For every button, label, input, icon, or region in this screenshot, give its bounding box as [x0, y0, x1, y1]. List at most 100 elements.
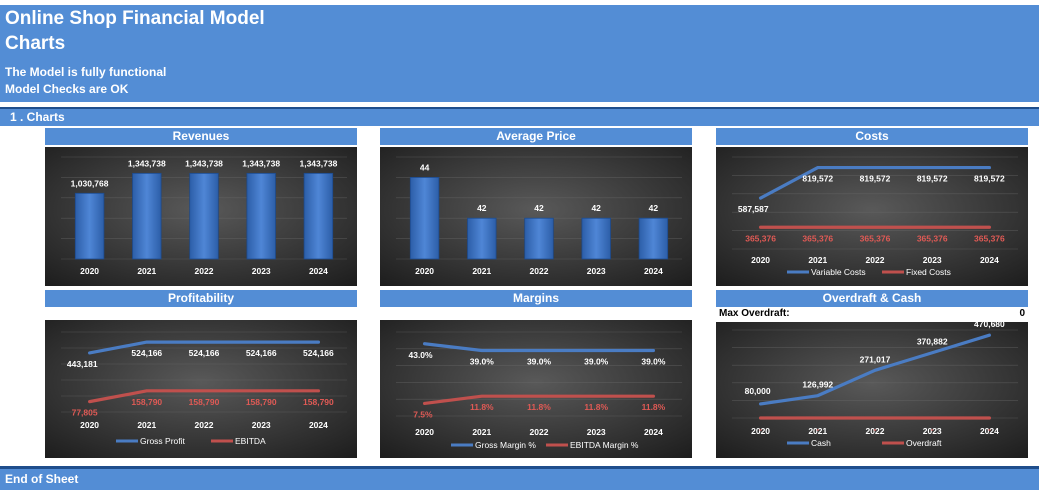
data-label: 39.0% — [470, 356, 495, 366]
data-label: 43.0% — [408, 350, 433, 360]
x-tick-label: 2023 — [923, 255, 942, 265]
bar — [303, 172, 334, 260]
chart-title-overdraft-cash: Overdraft & Cash — [716, 290, 1028, 307]
data-label: 470,680 — [974, 322, 1005, 329]
section-header: 1 . Charts — [0, 107, 1039, 126]
x-tick-label: 2024 — [980, 426, 999, 436]
overdraft-cash-svg: 2020 2021 2022 2023 2024 80,000 126,992 271,017… — [716, 322, 1028, 458]
model-checks-status: Model Checks are OK — [5, 82, 129, 96]
margins-chart: 2020 2021 2022 2023 2024 43.0% 39.0% 39.0% 39.0%… — [380, 320, 692, 458]
data-label: 39.0% — [641, 356, 666, 366]
bar — [524, 217, 554, 260]
chart-title-revenues: Revenues — [45, 128, 357, 145]
legend-label-ebitda: EBITDA — [235, 436, 266, 446]
data-label: 158,790 — [189, 397, 220, 407]
x-tick-label: 2021 — [808, 255, 827, 265]
x-tick-label: 2022 — [195, 420, 214, 430]
data-label: 39.0% — [527, 356, 552, 366]
page-subtitle: Charts — [5, 33, 66, 54]
revenues-chart: 2020 2021 2022 2023 2024 1,030,768 1,343,738 1,… — [45, 147, 357, 286]
data-label: 158,790 — [303, 397, 334, 407]
data-label: 365,376 — [745, 233, 776, 243]
average-price-svg: 2020 2021 2022 2023 2024 44 42 42 42 42 — [380, 147, 692, 286]
bar — [74, 192, 105, 260]
footer-label: End of Sheet — [5, 472, 79, 486]
data-label: 1,030,768 — [71, 178, 109, 188]
x-tick-label: 2023 — [252, 266, 271, 276]
data-label: 443,181 — [67, 359, 98, 369]
data-label: 1,343,738 — [128, 158, 166, 168]
data-label: 1,343,738 — [242, 158, 280, 168]
data-label: 11.8% — [527, 402, 551, 412]
x-tick-label: 2024 — [980, 255, 999, 265]
chart-background — [380, 320, 692, 458]
profitability-chart: 2020 2021 2022 2023 2024 443,181 524,166 524,16… — [45, 320, 357, 458]
chart-title-costs: Costs — [716, 128, 1028, 145]
data-label: 819,572 — [974, 174, 1005, 184]
bar — [467, 217, 497, 260]
chart-title-margins: Margins — [380, 290, 692, 307]
page-header: Online Shop Financial Model Charts The M… — [0, 5, 1039, 102]
data-label: 819,572 — [802, 174, 833, 184]
data-label: 11.8% — [470, 402, 494, 412]
chart-background — [716, 147, 1028, 286]
bar — [638, 217, 669, 260]
x-tick-label: 2020 — [80, 420, 99, 430]
x-tick-label: 2022 — [866, 255, 885, 265]
data-label: 365,376 — [860, 233, 891, 243]
bar — [189, 172, 219, 260]
data-label: 158,790 — [131, 397, 162, 407]
x-tick-label: 2022 — [866, 426, 885, 436]
margins-svg: 2020 2021 2022 2023 2024 43.0% 39.0% 39.0% 39.0%… — [380, 320, 692, 458]
data-label: - — [759, 424, 762, 434]
data-label: 11.8% — [642, 402, 666, 412]
legend-label-overdraft: Overdraft — [906, 438, 942, 448]
x-tick-label: 2023 — [252, 420, 271, 430]
data-label: 370,882 — [917, 337, 948, 347]
data-label: 524,166 — [131, 348, 162, 358]
bar — [246, 172, 276, 260]
bar — [581, 217, 611, 260]
x-tick-label: 2021 — [137, 420, 156, 430]
x-tick-label: 2021 — [472, 427, 491, 437]
data-label: - — [931, 424, 934, 434]
chart-title-average-price: Average Price — [380, 128, 692, 145]
data-label: 1,343,738 — [299, 158, 337, 168]
data-label: 587,587 — [738, 204, 769, 214]
x-tick-label: 2020 — [415, 266, 434, 276]
x-tick-label: 2020 — [751, 426, 770, 436]
x-tick-label: 2020 — [80, 266, 99, 276]
data-label: 819,572 — [860, 174, 891, 184]
data-label: 80,000 — [745, 386, 771, 396]
overdraft-cash-chart: 2020 2021 2022 2023 2024 80,000 126,992 271,017… — [716, 322, 1028, 458]
data-label: 1,343,738 — [185, 158, 223, 168]
legend-label-ebitda-margin: EBITDA Margin % — [570, 440, 639, 450]
data-label: - — [988, 424, 991, 434]
data-label: 77,805 — [72, 408, 98, 418]
x-tick-label: 2024 — [309, 420, 328, 430]
average-price-chart: 2020 2021 2022 2023 2024 44 42 42 42 42 — [380, 147, 692, 286]
data-label: 365,376 — [802, 233, 833, 243]
x-tick-label: 2023 — [587, 427, 606, 437]
legend-label-gross-profit: Gross Profit — [140, 436, 186, 446]
chart-background — [716, 322, 1028, 458]
x-tick-label: 2021 — [137, 266, 156, 276]
series-line-ebitda — [87, 389, 320, 404]
x-tick-label: 2022 — [530, 266, 549, 276]
x-tick-label: 2021 — [472, 266, 491, 276]
x-tick-label: 2021 — [808, 426, 827, 436]
chart-title-profitability: Profitability — [45, 290, 357, 307]
profitability-svg: 2020 2021 2022 2023 2024 443,181 524,166 524,16… — [45, 320, 357, 458]
data-label: 158,790 — [246, 397, 277, 407]
data-label: 819,572 — [917, 174, 948, 184]
x-tick-label: 2024 — [644, 266, 663, 276]
x-tick-label: 2023 — [923, 426, 942, 436]
data-label: - — [816, 424, 819, 434]
data-label: 524,166 — [303, 348, 334, 358]
data-label: 39.0% — [584, 356, 609, 366]
legend-label-variable-costs: Variable Costs — [811, 267, 866, 277]
series-line-gross-margin — [422, 342, 655, 353]
page-title: Online Shop Financial Model — [5, 8, 265, 29]
x-tick-label: 2020 — [751, 255, 770, 265]
series-line-ebitda-margin — [422, 394, 655, 406]
